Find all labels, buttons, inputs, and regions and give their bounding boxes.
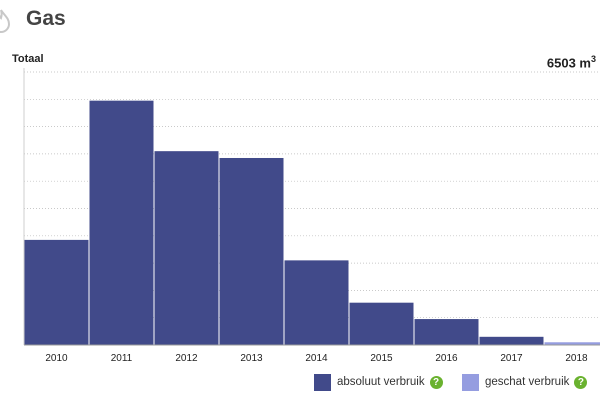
bar	[349, 302, 414, 345]
x-tick-label: 2010	[45, 353, 68, 364]
bar	[544, 342, 600, 345]
legend-label-estimated: geschat verbruik	[485, 376, 570, 388]
x-tick-label: 2017	[500, 353, 523, 364]
bar	[479, 336, 544, 345]
chart-label: Totaal	[12, 53, 44, 65]
total-value-unit-exponent: 3	[590, 54, 596, 64]
bar	[219, 157, 284, 345]
bar	[414, 319, 479, 345]
bar	[154, 151, 219, 345]
page-title: Gas	[26, 7, 66, 30]
total-value: 6503 m3	[547, 54, 596, 70]
legend-item-absolute: absoluut verbruik ?	[314, 372, 443, 392]
help-icon[interactable]: ?	[429, 375, 443, 389]
legend-item-estimated: geschat verbruik ?	[462, 372, 588, 392]
x-tick-label: 2018	[565, 353, 588, 364]
bar	[89, 100, 154, 345]
x-tick-label: 2011	[111, 353, 133, 364]
legend-swatch-estimated	[462, 373, 479, 391]
x-tick-label: 2016	[435, 353, 458, 364]
legend-label-absolute: absoluut verbruik	[337, 376, 425, 388]
help-icon[interactable]: ?	[574, 375, 588, 389]
bar	[284, 260, 349, 345]
x-tick-label: 2012	[175, 353, 198, 364]
bar	[24, 239, 89, 345]
x-tick-label: 2015	[370, 353, 393, 364]
legend-swatch-absolute	[314, 373, 331, 391]
x-tick-label: 2013	[240, 353, 263, 364]
total-value-number: 6503 m	[546, 55, 591, 71]
x-tick-label: 2014	[305, 353, 328, 364]
flame-icon	[0, 9, 11, 33]
